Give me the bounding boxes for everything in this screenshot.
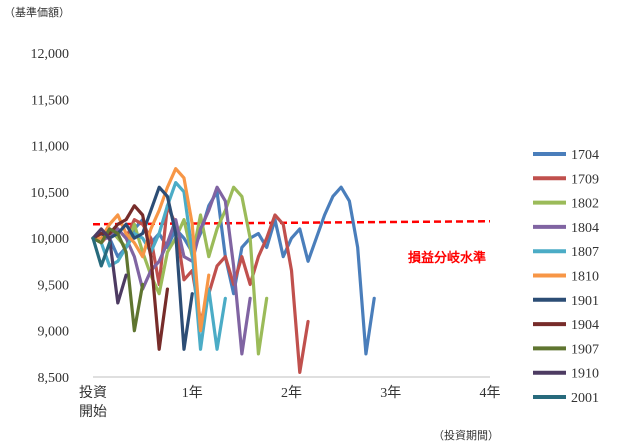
series-line-1810 xyxy=(91,167,211,333)
breakeven-line xyxy=(92,220,491,226)
x-tick-label: 3年 xyxy=(380,385,401,401)
x-tick-label: 開始 xyxy=(79,404,107,420)
legend-label: 1704 xyxy=(571,148,599,163)
breakeven-label: 損益分岐水準 xyxy=(408,250,486,266)
y-tick-label: 12,000 xyxy=(31,47,70,62)
x-tick-label: 4年 xyxy=(480,385,501,401)
y-axis-label: （基準価額） xyxy=(4,5,70,19)
legend-label: 1810 xyxy=(571,270,599,285)
series-line-2001 xyxy=(91,236,112,268)
legend: 1704 1709 1802 1804 1807 1810 1901 1904 1907 1910… xyxy=(533,148,599,406)
series-line-1901 xyxy=(91,185,194,351)
legend-label: 1804 xyxy=(571,221,599,236)
legend-label: 1907 xyxy=(571,342,599,357)
y-tick-label: 10,500 xyxy=(31,186,70,201)
series-layer xyxy=(91,167,376,374)
legend-label: 1904 xyxy=(571,318,599,333)
series-line-1807 xyxy=(91,181,227,351)
legend-label: 2001 xyxy=(571,391,599,406)
series-line-1907 xyxy=(91,227,145,333)
x-axis-label: （投資期間） xyxy=(433,428,499,442)
y-tick-label: 11,000 xyxy=(31,140,69,155)
legend-label: 1807 xyxy=(571,245,599,260)
y-axis-ticks: 8,500 9,000 9,500 10,000 10,500 11,000 11,500 1… xyxy=(31,47,70,386)
y-tick-label: 9,000 xyxy=(38,325,70,340)
legend-label: 1802 xyxy=(571,197,599,212)
y-tick-label: 8,500 xyxy=(38,371,70,386)
legend-label: 1910 xyxy=(571,367,599,382)
series-line-1910 xyxy=(91,227,128,305)
y-tick-label: 11,500 xyxy=(31,93,69,108)
y-tick-label: 9,500 xyxy=(38,278,70,293)
x-tick-label: 2年 xyxy=(281,385,302,401)
legend-label: 1901 xyxy=(571,294,599,309)
y-tick-label: 10,000 xyxy=(31,232,70,247)
x-tick-label: 1年 xyxy=(182,385,203,401)
legend-label: 1709 xyxy=(571,172,599,187)
x-tick-label: 投資 xyxy=(79,385,107,401)
